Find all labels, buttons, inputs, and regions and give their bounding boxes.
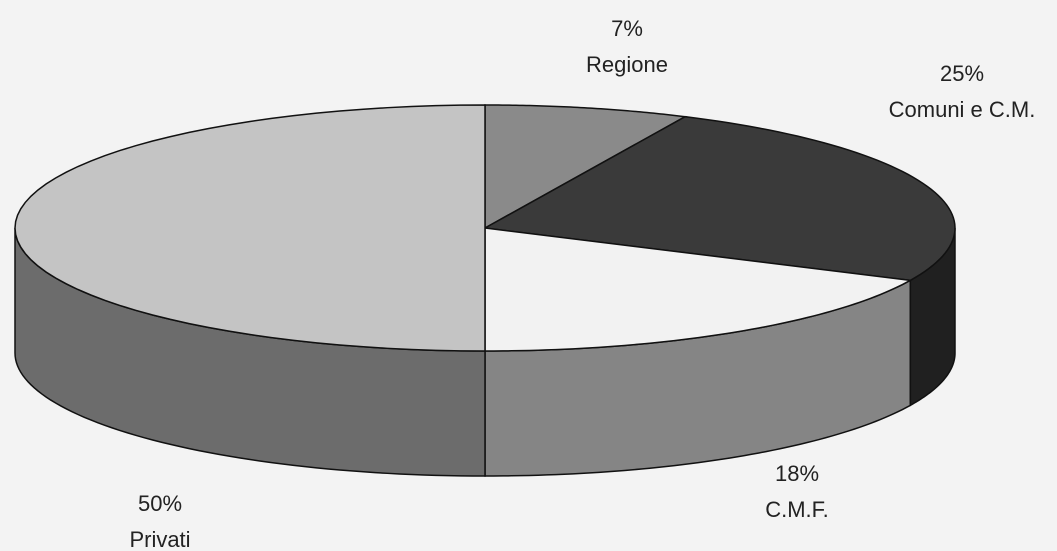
value-label: 50% [138, 491, 182, 516]
category-label: Regione [586, 52, 668, 77]
value-label: 7% [611, 16, 643, 41]
pie-slice [482, 115, 956, 282]
value-label: 18% [775, 461, 819, 486]
category-label: Privati [129, 527, 190, 551]
category-label: C.M.F. [765, 497, 829, 522]
value-label: 25% [940, 61, 984, 86]
category-label: Comuni e C.M. [889, 97, 1036, 122]
pie-slice [484, 104, 688, 230]
pie-slice [484, 227, 913, 352]
pie-slice [14, 104, 486, 352]
